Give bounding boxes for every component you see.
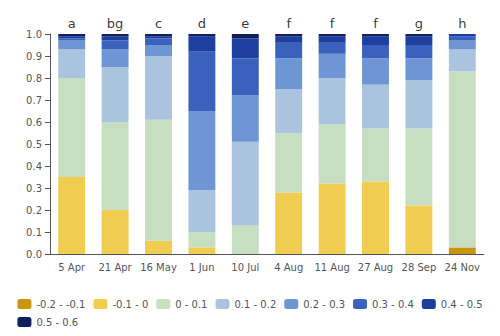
- svg-text:-0.2 - -0.1: -0.2 - -0.1: [36, 299, 85, 310]
- svg-text:27 Aug: 27 Aug: [358, 262, 393, 273]
- svg-text:0.4 - 0.5: 0.4 - 0.5: [441, 299, 483, 310]
- svg-text:21 Apr: 21 Apr: [98, 262, 132, 273]
- svg-text:0.5: 0.5: [26, 139, 42, 150]
- svg-text:11 Aug: 11 Aug: [314, 262, 349, 273]
- svg-text:4 Aug: 4 Aug: [274, 262, 303, 273]
- svg-text:e: e: [241, 16, 249, 31]
- svg-text:f: f: [286, 16, 291, 31]
- svg-text:0.1 - 0.2: 0.1 - 0.2: [234, 299, 276, 310]
- svg-text:1.0: 1.0: [26, 29, 42, 40]
- svg-text:f: f: [330, 16, 335, 31]
- svg-text:0.4: 0.4: [26, 161, 42, 172]
- svg-text:28 Sep: 28 Sep: [402, 262, 437, 273]
- svg-text:10 Jul: 10 Jul: [231, 262, 259, 273]
- svg-text:0.0: 0.0: [26, 249, 42, 260]
- svg-text:0.9: 0.9: [26, 51, 42, 62]
- svg-text:f: f: [373, 16, 378, 31]
- svg-text:g: g: [415, 16, 423, 31]
- svg-text:0.1: 0.1: [26, 227, 42, 238]
- svg-text:bg: bg: [107, 16, 124, 31]
- svg-text:0.8: 0.8: [26, 73, 42, 84]
- svg-text:0.7: 0.7: [26, 95, 42, 106]
- svg-text:24 Nov: 24 Nov: [445, 262, 481, 273]
- svg-text:-0.1 - 0: -0.1 - 0: [112, 299, 148, 310]
- svg-text:h: h: [458, 16, 466, 31]
- svg-text:0.3: 0.3: [26, 183, 42, 194]
- svg-text:c: c: [155, 16, 162, 31]
- svg-text:0.5 - 0.6: 0.5 - 0.6: [36, 317, 78, 328]
- svg-text:5 Apr: 5 Apr: [58, 262, 86, 273]
- svg-text:0.2: 0.2: [26, 205, 42, 216]
- svg-text:0.3 - 0.4: 0.3 - 0.4: [372, 299, 414, 310]
- svg-text:0.2 - 0.3: 0.2 - 0.3: [303, 299, 345, 310]
- svg-text:1 Jun: 1 Jun: [189, 262, 214, 273]
- svg-text:0 - 0.1: 0 - 0.1: [175, 299, 207, 310]
- svg-text:a: a: [68, 16, 76, 31]
- svg-text:16 May: 16 May: [140, 262, 177, 273]
- svg-text:d: d: [198, 16, 206, 31]
- svg-text:0.6: 0.6: [26, 117, 42, 128]
